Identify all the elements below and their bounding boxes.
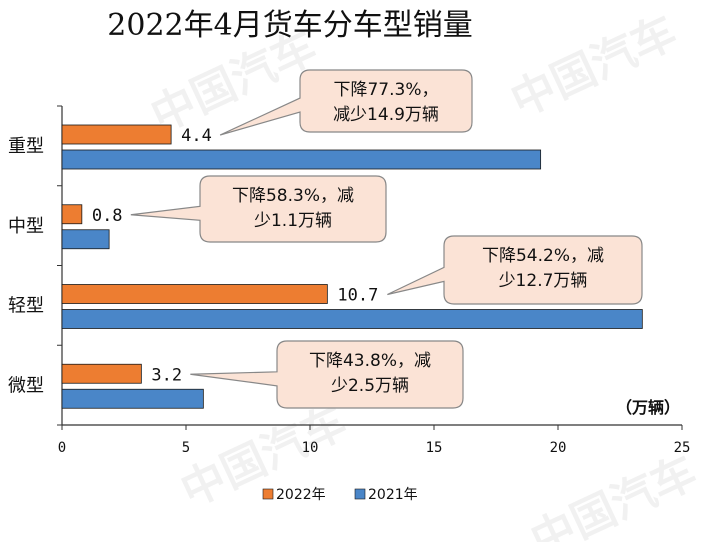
bar-2022-3	[61, 363, 142, 384]
callout-bubble	[219, 69, 473, 136]
category-label: 微型	[8, 375, 44, 396]
value-label: 3.2	[151, 365, 182, 385]
bar-2022-1	[61, 204, 83, 225]
callout-text: 下降54.2%，减	[482, 246, 604, 266]
callout-bubble	[190, 340, 464, 409]
callout-text: 下降43.8%，减	[309, 351, 431, 371]
bar-2021-1	[61, 229, 110, 250]
legend-swatch-1	[354, 488, 366, 500]
category-label: 中型	[8, 216, 44, 237]
x-tick-label: 10	[302, 440, 319, 456]
bar-2022-2	[61, 284, 328, 304]
bar-2021-3	[61, 388, 204, 409]
chart-title: 2022年4月货车分车型销量	[107, 8, 472, 43]
value-label: 10.7	[337, 286, 378, 306]
category-label: 重型	[8, 136, 44, 157]
bars-group	[61, 124, 643, 409]
callout-bubble	[130, 175, 387, 243]
category-label: 轻型	[8, 296, 44, 317]
bar-2022-0	[61, 124, 172, 145]
callout-text: 少2.5万辆	[331, 376, 409, 396]
x-tick-label: 5	[182, 440, 190, 456]
callout-text: 少1.1万辆	[254, 211, 332, 231]
callout-1: 下降58.3%，减少1.1万辆	[130, 175, 387, 243]
legend-swatch-0	[262, 488, 274, 500]
value-labels: 4.4 0.8 10.7 3.2	[92, 126, 378, 385]
watermark-text: 中国汽车	[523, 447, 704, 542]
x-tick-label: 25	[674, 440, 691, 456]
value-label: 0.8	[92, 206, 123, 226]
unit-label: （万辆）	[616, 398, 680, 417]
x-tick-label: 20	[550, 440, 567, 456]
legend: 2022年 2021年	[262, 487, 418, 503]
bar-2021-2	[61, 309, 643, 329]
watermark-text: 中国汽车	[503, 7, 684, 128]
value-label: 4.4	[181, 126, 212, 146]
x-tick-label: 15	[426, 440, 443, 456]
callout-3: 下降43.8%，减少2.5万辆	[190, 340, 464, 409]
callout-text: 下降77.3%，	[333, 80, 438, 100]
callout-text: 减少14.9万辆	[333, 105, 439, 125]
legend-label-0: 2022年	[276, 487, 326, 503]
x-tick-label: 0	[58, 440, 66, 456]
callout-0: 下降77.3%， 减少14.9万辆	[219, 69, 473, 136]
callout-text: 少12.7万辆	[499, 271, 588, 291]
callout-text: 下降58.3%，减	[232, 186, 354, 206]
legend-label-1: 2021年	[368, 487, 418, 503]
bar-2021-0	[61, 149, 542, 170]
callouts: 下降77.3%，减少14.9万辆下降58.3%，减少1.1万辆下降54.2%，减…	[130, 69, 643, 409]
callout-bubble	[387, 235, 643, 305]
